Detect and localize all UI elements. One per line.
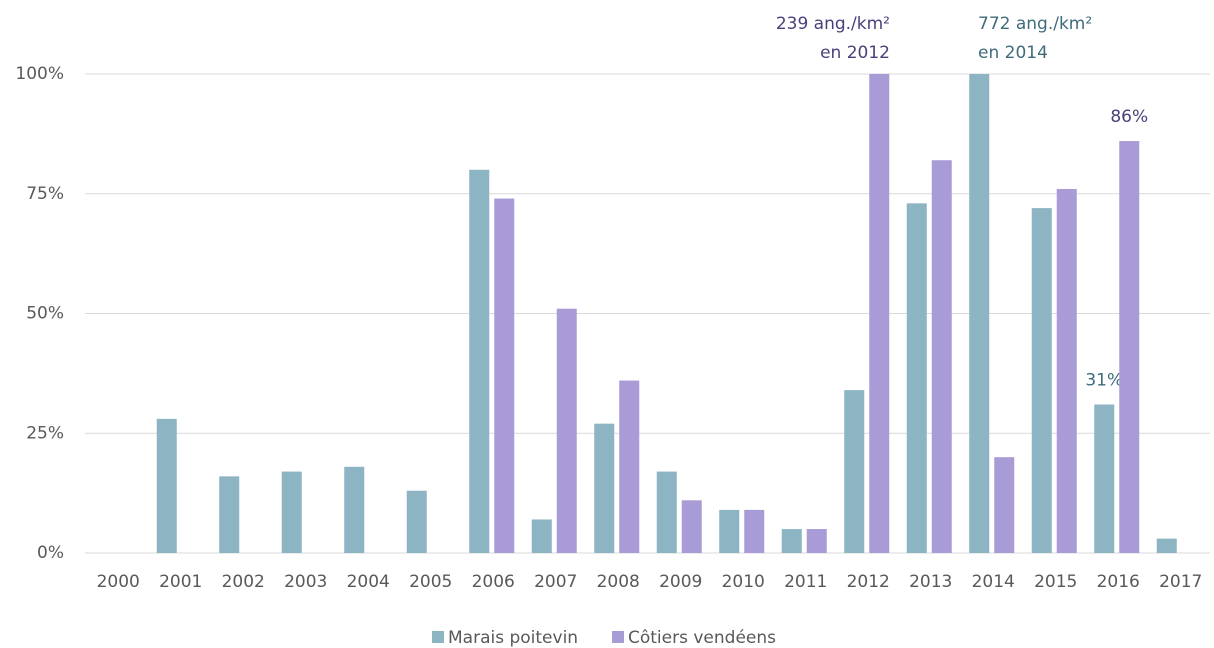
y-tick-label: 75%	[26, 184, 64, 204]
x-tick-label: 2004	[347, 572, 390, 592]
bar	[1031, 208, 1052, 553]
legend-label: Côtiers vendéens	[628, 628, 776, 648]
x-tick-label: 2001	[159, 572, 202, 592]
bar	[719, 509, 740, 553]
x-tick-label: 2008	[597, 572, 640, 592]
x-tick-label: 2006	[472, 572, 515, 592]
bar	[781, 529, 802, 553]
legend-label: Marais poitevin	[448, 628, 578, 648]
bar	[219, 476, 240, 553]
x-tick-label: 2014	[972, 572, 1015, 592]
bar	[1056, 188, 1077, 553]
legend-swatch	[612, 631, 624, 643]
data-label: 31%	[1085, 371, 1123, 391]
x-tick-label: 2002	[222, 572, 265, 592]
bar	[619, 380, 640, 553]
x-tick-label: 2003	[284, 572, 327, 592]
x-tick-label: 2015	[1034, 572, 1077, 592]
annotation: 772 ang./km²	[978, 14, 1092, 34]
annotation: en 2014	[978, 43, 1048, 63]
x-tick-label: 2013	[909, 572, 952, 592]
bar	[844, 390, 865, 553]
y-tick-label: 0%	[37, 543, 64, 563]
bar	[869, 74, 890, 553]
bar	[494, 198, 515, 554]
data-label: 86%	[1110, 107, 1148, 127]
x-tick-label: 2012	[847, 572, 890, 592]
bar	[406, 490, 427, 553]
bar	[931, 160, 952, 553]
x-tick-label: 2009	[659, 572, 702, 592]
bar	[681, 500, 702, 553]
bar	[906, 203, 927, 553]
bar	[156, 418, 177, 553]
bar	[556, 308, 577, 553]
bar	[281, 471, 302, 553]
bar	[1156, 538, 1177, 553]
bar	[994, 457, 1015, 553]
bar	[594, 423, 615, 553]
x-tick-label: 2011	[784, 572, 827, 592]
bar	[806, 529, 827, 553]
x-tick-label: 2007	[534, 572, 577, 592]
y-tick-label: 25%	[26, 423, 64, 443]
x-tick-label: 2017	[1159, 572, 1202, 592]
legend-swatch	[432, 631, 444, 643]
x-tick-label: 2005	[409, 572, 452, 592]
bar	[656, 471, 677, 553]
bar	[469, 169, 490, 554]
annotation: 239 ang./km²	[776, 14, 890, 34]
x-tick-label: 2016	[1097, 572, 1140, 592]
annotation: en 2012	[820, 43, 890, 63]
y-tick-label: 100%	[15, 64, 64, 84]
bar	[531, 519, 552, 553]
bar	[1119, 141, 1140, 553]
x-tick-label: 2010	[722, 572, 765, 592]
bar	[969, 74, 990, 553]
bar	[744, 509, 765, 553]
x-tick-label: 2000	[97, 572, 140, 592]
bar	[1094, 404, 1115, 553]
y-tick-label: 50%	[26, 304, 64, 324]
bar	[344, 466, 365, 553]
